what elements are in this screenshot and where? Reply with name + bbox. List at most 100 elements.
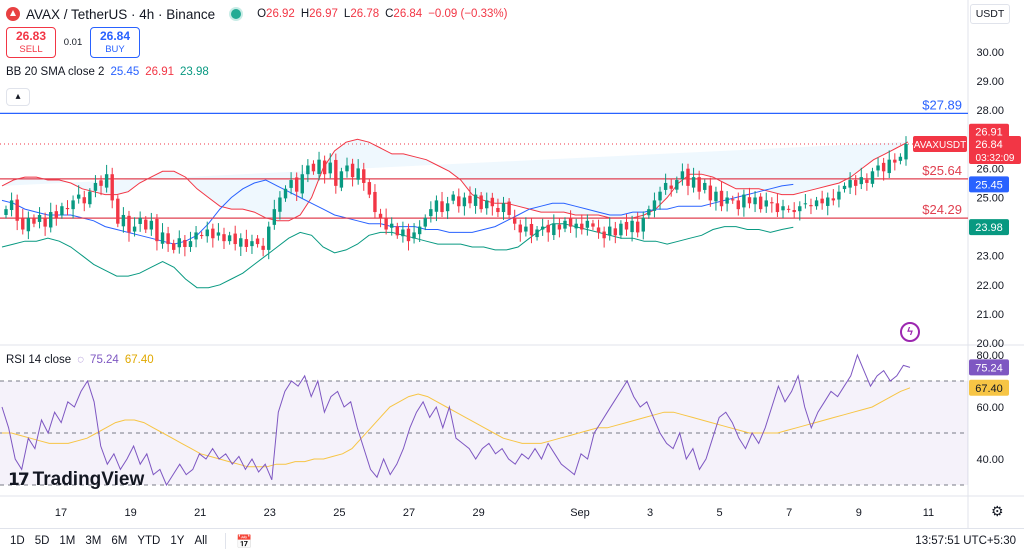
candle-body <box>49 212 53 228</box>
candle-body <box>261 245 265 250</box>
candle <box>311 160 316 175</box>
candle <box>138 211 142 232</box>
range-all[interactable]: All <box>194 535 208 547</box>
candle-body <box>37 214 42 222</box>
candle-body <box>172 243 176 250</box>
lightning-icon[interactable]: ϟ <box>900 322 920 342</box>
candle-body <box>585 220 590 228</box>
rsi-tick-label: 80.00 <box>976 350 1004 362</box>
candle <box>820 190 824 210</box>
candle-body <box>680 171 685 180</box>
candle-body <box>764 200 768 207</box>
candle-body <box>417 226 422 235</box>
bb-basis-axis-label-bg <box>969 176 1009 193</box>
candle <box>60 202 64 219</box>
high-value: 26.97 <box>309 8 338 20</box>
range-1m[interactable]: 1M <box>59 535 76 547</box>
calendar-icon[interactable]: 📅 <box>236 534 253 549</box>
rsi-ma-axis-tag: 67.40 <box>975 383 1003 395</box>
candle-body <box>540 226 545 230</box>
candle <box>222 227 226 250</box>
horizontal-line-label: $27.89 <box>922 97 962 112</box>
rsi-legend[interactable]: RSI 14 close ◌ 75.24 67.40 <box>6 354 154 366</box>
range-3m[interactable]: 3M <box>85 535 102 547</box>
candle-body <box>725 197 729 204</box>
candle-body <box>144 219 148 230</box>
gear-icon[interactable]: ⚙ <box>991 503 1004 519</box>
countdown-label: 03:32:09 <box>976 153 1015 164</box>
range-1y[interactable]: 1Y <box>170 535 185 547</box>
buy-button[interactable]: 26.84 BUY <box>90 27 140 58</box>
symbol-title[interactable]: AVAX / TetherUS · 4h · Binance <box>26 6 216 22</box>
bb-upper-value: 26.91 <box>145 66 175 78</box>
candle-body <box>468 195 472 204</box>
collapse-legend-button[interactable]: ▴ <box>6 88 30 106</box>
date-tick-label: 17 <box>55 507 67 519</box>
rsi-ma-value: 67.40 <box>124 354 154 366</box>
price-tick-label: 29.00 <box>976 76 1004 88</box>
candle <box>837 185 841 208</box>
date-tick-label: 19 <box>124 507 136 519</box>
bb-upper-axis-label: 26.91 <box>975 127 1003 139</box>
candle <box>255 235 260 248</box>
candle <box>32 214 36 228</box>
candle <box>635 212 640 238</box>
candle-body <box>574 223 578 229</box>
candle-body <box>166 233 170 245</box>
range-6m[interactable]: 6M <box>111 535 128 547</box>
bb-legend-name: BB 20 SMA close 2 <box>6 66 105 78</box>
candle <box>261 237 265 257</box>
candle-body <box>138 217 142 224</box>
candle <box>904 136 908 166</box>
bb-legend[interactable]: BB 20 SMA close 2 25.45 26.91 23.98 <box>6 66 209 78</box>
horizontal-line-label: $24.29 <box>922 202 962 217</box>
clock[interactable]: 13:57:51 UTC+5:30 <box>915 535 1016 547</box>
date-tick-label: 5 <box>717 507 723 519</box>
candle <box>831 189 836 206</box>
rsi-icon: ◌ <box>77 354 85 366</box>
candle <box>859 167 863 190</box>
candle-body <box>177 238 181 248</box>
sell-button[interactable]: 26.83 SELL <box>6 27 56 58</box>
candle-body <box>362 169 366 183</box>
candle-body <box>183 239 187 247</box>
date-tick-label: 9 <box>856 507 862 519</box>
candle <box>211 223 215 248</box>
candle <box>540 218 545 236</box>
candle <box>4 205 8 219</box>
candle <box>865 173 869 191</box>
candle <box>691 167 696 193</box>
candle-body <box>473 194 478 206</box>
candle-body <box>848 180 852 188</box>
range-1d[interactable]: 1D <box>10 535 25 547</box>
price-tick-label: 28.00 <box>976 105 1004 117</box>
rsi-legend-name: RSI 14 close <box>6 354 72 366</box>
candle-body <box>300 174 304 194</box>
candle <box>328 153 332 179</box>
candle <box>367 178 372 199</box>
range-ytd[interactable]: YTD <box>137 535 161 547</box>
candle-body <box>479 195 483 210</box>
range-5d[interactable]: 5D <box>34 535 50 547</box>
open-value: 26.92 <box>266 8 295 20</box>
candle <box>49 202 53 233</box>
bb-basis-axis-label: 25.45 <box>975 179 1003 191</box>
candle-body <box>250 241 254 247</box>
candle <box>390 217 394 236</box>
candle <box>294 172 299 201</box>
currency-unit-button[interactable]: USDT <box>970 4 1010 24</box>
bb-upper-line <box>1 138 909 222</box>
candle <box>183 235 187 257</box>
candle-body <box>267 226 271 250</box>
candle-body <box>535 229 539 238</box>
candle <box>826 192 830 216</box>
candle <box>507 198 511 219</box>
candle-body <box>339 171 344 188</box>
candle <box>893 153 897 171</box>
candle-body <box>222 234 226 242</box>
bb-lower-axis-label: 23.98 <box>975 222 1003 234</box>
candle-body <box>15 199 19 221</box>
candle-body <box>490 197 495 207</box>
candle-body <box>149 220 154 230</box>
